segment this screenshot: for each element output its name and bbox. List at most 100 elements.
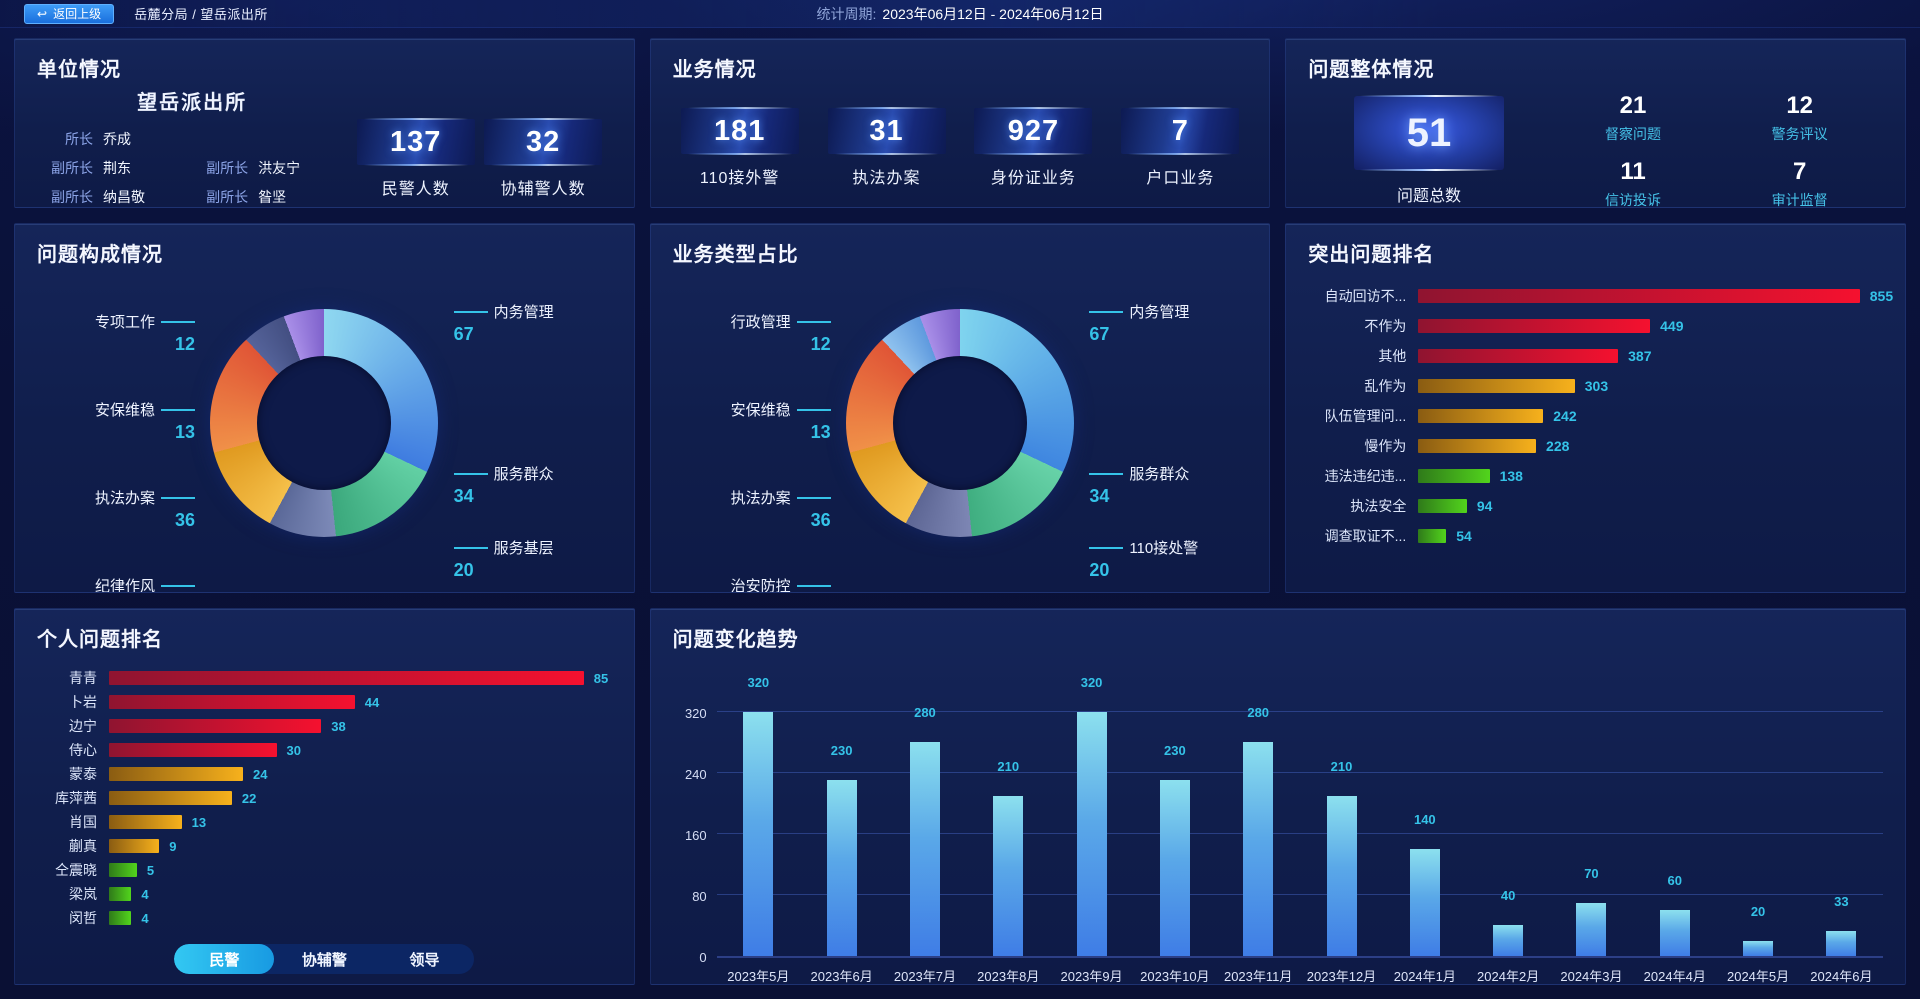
donut-hole — [892, 356, 1027, 490]
bar-track: 24 — [109, 767, 612, 782]
bar-label: 青青 — [69, 670, 97, 686]
donut-label-row: 内务管理 — [1089, 301, 1189, 322]
trend-bar-value: 60 — [1667, 873, 1682, 889]
bar-track: 303 — [1418, 378, 1883, 394]
breadcrumb[interactable]: 岳麓分局 / 望岳派出所 — [134, 7, 268, 22]
bar-row-不作为: 不作为 449 — [1308, 311, 1883, 341]
substat-label: 信访投诉 — [1605, 192, 1662, 208]
bar-row-库萍茜: 库萍茜 22 — [37, 786, 612, 810]
trend-column-2024年5月: 20 — [1716, 668, 1799, 956]
trend-bar-value: 230 — [1164, 743, 1186, 759]
bar-track: 855 — [1418, 288, 1893, 304]
substat-label: 审计监督 — [1771, 192, 1828, 208]
officer-item: 副所长 洪友宁 — [192, 158, 347, 178]
substat-value: 12 — [1786, 92, 1814, 119]
bar-label: 仝震晓 — [55, 862, 97, 878]
problem-total-plate: 51 — [1354, 95, 1504, 171]
bar-value: 54 — [1456, 528, 1472, 544]
bar-row-仝震晓: 仝震晓 5 — [37, 858, 612, 882]
donut-label-行政管理: 行政管理 12 — [731, 311, 831, 355]
donut-label-name: 纪律作风 — [94, 578, 155, 593]
panel-business-type: 业务类型占比 行政管理 12 安保维稳 13 执法办案 36 治安防控27 内务管理 67 服务群… — [649, 223, 1271, 593]
bar-fill — [1418, 529, 1447, 543]
leader-line — [161, 584, 195, 587]
leader-line — [796, 408, 831, 411]
bar-fill — [109, 695, 355, 709]
panel-title: 单位情况 — [37, 59, 121, 81]
stat-plate: 181 — [680, 107, 799, 155]
stat-value: 181 — [713, 114, 766, 147]
trend-bar-value: 70 — [1584, 865, 1599, 881]
donut-left-labels: 行政管理 12 安保维稳 13 执法办案 36 治安防控27 — [673, 273, 831, 592]
trend-column-2024年1月: 140 — [1383, 668, 1466, 956]
statistics-period: 统计周期: 2023年06月12日 - 2024年06月12日 — [817, 0, 1104, 28]
bar-label: 蒯真 — [69, 838, 97, 854]
y-tick-240: 240 — [684, 766, 707, 782]
bar-label: 梁岚 — [69, 886, 97, 902]
bar-row-自动回访不...: 自动回访不... 855 — [1308, 281, 1893, 311]
bar-fill-wrap: 138 — [1418, 468, 1883, 484]
bar-fill — [109, 767, 244, 781]
donut-label-value: 34 — [453, 486, 474, 506]
stat-label: 民警人数 — [381, 181, 450, 198]
back-button[interactable]: ↩ 返回上级 — [24, 3, 115, 24]
donut-label-row: 内务管理 — [453, 301, 554, 322]
bar-value: 9 — [169, 838, 177, 854]
bar-value: 22 — [241, 790, 257, 806]
bar-fill-wrap: 228 — [1418, 438, 1883, 454]
x-label-2023年7月: 2023年7月 — [893, 969, 957, 984]
stat-label: 110接外警 — [699, 170, 780, 187]
donut-label-value: 67 — [1089, 324, 1110, 344]
substat-label: 警务评议 — [1771, 126, 1828, 142]
bar-value: 38 — [331, 718, 346, 734]
trend-column-2023年7月: 280 — [883, 668, 966, 956]
trend-bar — [1159, 780, 1190, 956]
business-type-donut-chart: 行政管理 12 安保维稳 13 执法办案 36 治安防控27 内务管理 67 服务群众 34 110接… — [673, 273, 1248, 592]
bar-row-闵哲: 闵哲 4 — [37, 906, 612, 930]
bar-fill-wrap: 855 — [1418, 288, 1893, 304]
tab-民警[interactable]: 民警 — [174, 944, 275, 974]
stat-plate-group: 181 110接外警 — [680, 107, 799, 188]
officer-item: 所长 乔成 — [37, 129, 347, 149]
bar-value: 855 — [1869, 288, 1894, 304]
problem-composition-donut-chart: 专项工作 12 安保维稳 13 执法办案 36 纪律作风27 内务管理 67 服务群众 34 服务基层… — [37, 273, 612, 592]
officer-role: 副所长 — [51, 160, 93, 176]
trend-column-2023年10月: 230 — [1133, 668, 1216, 956]
trend-bar-value: 33 — [1834, 893, 1849, 909]
donut-wrap — [831, 273, 1090, 573]
stat-value: 927 — [1007, 114, 1060, 147]
bar-track: 13 — [109, 815, 612, 830]
leader-line — [161, 496, 195, 499]
donut-label-value: 12 — [174, 334, 195, 354]
bar-fill-wrap: 9 — [109, 839, 612, 854]
donut-label-row: 执法办案 — [731, 487, 831, 508]
bar-track: 85 — [109, 671, 612, 686]
donut-label-value: 20 — [1089, 560, 1110, 580]
problem-total-value: 51 — [1406, 110, 1452, 155]
trend-bar — [1493, 925, 1524, 956]
bar-label: 违法违纪违... — [1324, 468, 1407, 484]
bar-track: 9 — [109, 839, 612, 854]
officer-role: 副所长 — [206, 160, 249, 176]
substat-label: 督察问题 — [1605, 126, 1662, 142]
bar-row-侍心: 侍心 30 — [37, 738, 612, 762]
officer-role: 副所长 — [206, 189, 249, 205]
tab-领导[interactable]: 领导 — [409, 951, 440, 969]
donut-right-labels: 内务管理 67 服务群众 34 服务基层 20 — [453, 273, 612, 580]
problem-substat: 21 督察问题 — [1550, 92, 1717, 144]
leader-line — [453, 546, 488, 549]
trend-bar-value: 20 — [1750, 903, 1766, 919]
trend-bar — [1826, 930, 1857, 956]
bar-track: 44 — [109, 695, 612, 710]
donut-label-row: 纪律作风 — [94, 575, 195, 593]
x-label-2024年5月: 2024年5月 — [1726, 969, 1790, 984]
bar-fill — [109, 719, 322, 733]
donut-label-value: 36 — [174, 510, 195, 530]
tab-协辅警[interactable]: 协辅警 — [301, 951, 347, 969]
trend-bar — [1576, 902, 1607, 956]
bar-fill-wrap: 38 — [109, 719, 612, 734]
panel-problem-composition: 问题构成情况 专项工作 12 安保维稳 13 执法办案 36 纪律作风27 内务管理 67 服务群… — [14, 223, 635, 593]
donut-label-name: 治安防控 — [730, 578, 791, 593]
donut-label-row: 服务群众 — [1089, 463, 1189, 484]
stat-plate: 137 — [356, 118, 475, 166]
